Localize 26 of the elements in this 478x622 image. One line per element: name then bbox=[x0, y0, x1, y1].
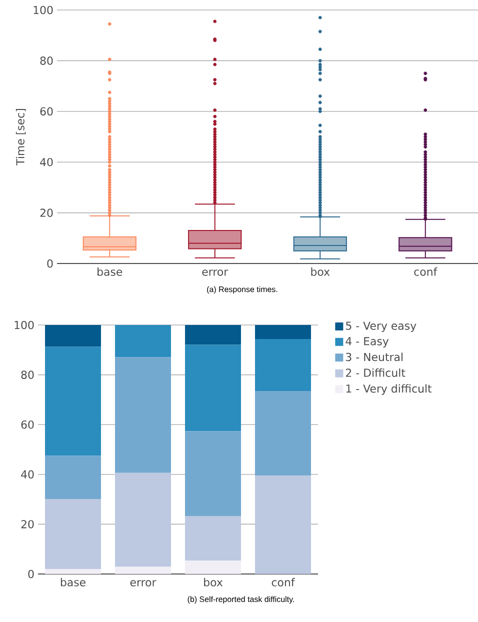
y-tick-label: 0 bbox=[47, 259, 53, 268]
x-tick-label: box bbox=[204, 578, 223, 586]
legend-label: 5 - Very easy bbox=[346, 322, 416, 332]
y-tick-label: 0 bbox=[28, 570, 34, 578]
legend-label: 3 - Neutral bbox=[346, 352, 402, 362]
y-tick-label: 40 bbox=[40, 158, 53, 166]
x-tick-label: base bbox=[60, 578, 86, 586]
x-tick-label: base bbox=[98, 267, 122, 276]
x-tick-label: conf bbox=[414, 267, 438, 276]
x-tick-label: error bbox=[130, 580, 156, 586]
legend-label: 2 - Difficult bbox=[346, 368, 406, 377]
legend-label: 4 - Easy bbox=[346, 337, 389, 348]
x-tick-label: conf bbox=[272, 578, 295, 586]
y-tick-label: 40 bbox=[21, 470, 34, 479]
y-axis-title: Time [sec] bbox=[16, 109, 26, 166]
legend-label: 1 - Very difficult bbox=[346, 384, 432, 395]
y-tick-label: 20 bbox=[21, 520, 34, 528]
y-tick-label: 60 bbox=[40, 107, 53, 116]
y-tick-label: 80 bbox=[40, 56, 53, 65]
y-tick-label: 20 bbox=[40, 208, 53, 217]
y-tick-label: 60 bbox=[21, 420, 34, 429]
x-tick-label: error bbox=[202, 270, 228, 276]
y-tick-label: 100 bbox=[34, 6, 53, 14]
y-tick-label: 100 bbox=[14, 320, 34, 330]
y-tick-label: 80 bbox=[21, 370, 34, 379]
x-tick-label: box bbox=[311, 267, 330, 276]
